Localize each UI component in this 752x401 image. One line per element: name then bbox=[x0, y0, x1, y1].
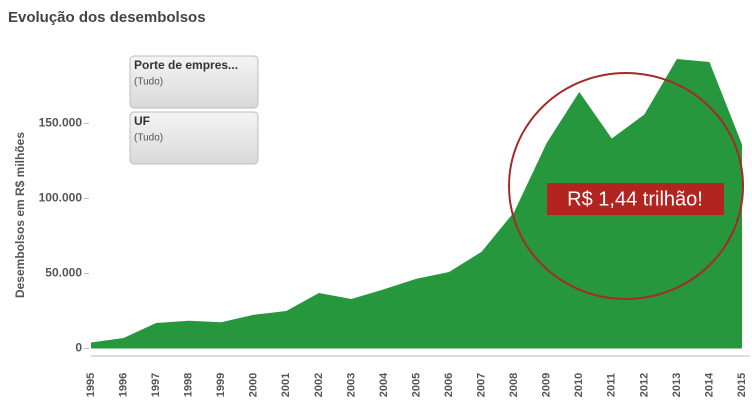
x-tick-label: 2006 bbox=[443, 373, 455, 397]
x-tick-label: 2014 bbox=[703, 372, 715, 397]
x-tick-label: 1995 bbox=[85, 373, 97, 397]
chart-title: Evolução dos desembolsos bbox=[8, 9, 206, 26]
x-tick-label: 1997 bbox=[150, 373, 162, 397]
filter-background bbox=[129, 55, 259, 109]
x-tick-label: 2010 bbox=[573, 373, 585, 397]
x-tick-label: 2000 bbox=[248, 373, 260, 397]
x-tick-label: 2015 bbox=[736, 373, 748, 397]
y-tick-label: 100.000 bbox=[39, 191, 83, 205]
x-tick-label: 1999 bbox=[215, 373, 227, 397]
filter-box[interactable]: Porte de empres... (Tudo) bbox=[129, 55, 259, 109]
y-tick-label: 50.000 bbox=[45, 266, 82, 280]
filter-box[interactable]: UF (Tudo) bbox=[129, 111, 259, 165]
x-tick-label: 2012 bbox=[638, 373, 650, 397]
x-tick-label: 2009 bbox=[541, 373, 553, 397]
area bbox=[91, 59, 742, 349]
filter-title: Porte de empres... bbox=[134, 58, 238, 72]
annotation: R$ 1,44 trilhão! bbox=[567, 188, 703, 210]
x-tick-label: 2001 bbox=[280, 373, 292, 397]
x-tick-label: 2013 bbox=[671, 373, 683, 397]
filter-value: (Tudo) bbox=[134, 133, 163, 144]
y-axis-label: Desembolsos em R$ milhões bbox=[13, 132, 27, 298]
highlight-circle bbox=[508, 72, 744, 300]
filter-background bbox=[129, 111, 259, 165]
x-tick-label: 2008 bbox=[508, 373, 520, 397]
y-tick-label: 150.000 bbox=[39, 116, 83, 130]
filter-value: (Tudo) bbox=[134, 77, 163, 88]
y-tick-label: 0 bbox=[75, 341, 82, 355]
x-tick-label: 1996 bbox=[117, 373, 129, 397]
x-tick-label: 2011 bbox=[606, 373, 618, 397]
x-tick-label: 2003 bbox=[345, 373, 357, 397]
x-tick-label: 1998 bbox=[183, 373, 195, 397]
filter-title: UF bbox=[134, 114, 150, 128]
x-tick-label: 2004 bbox=[378, 372, 390, 397]
x-tick-label: 2005 bbox=[410, 373, 422, 397]
x-tick-label: 2007 bbox=[476, 373, 488, 397]
x-tick-label: 2002 bbox=[313, 373, 325, 397]
annotation-box bbox=[547, 183, 724, 215]
